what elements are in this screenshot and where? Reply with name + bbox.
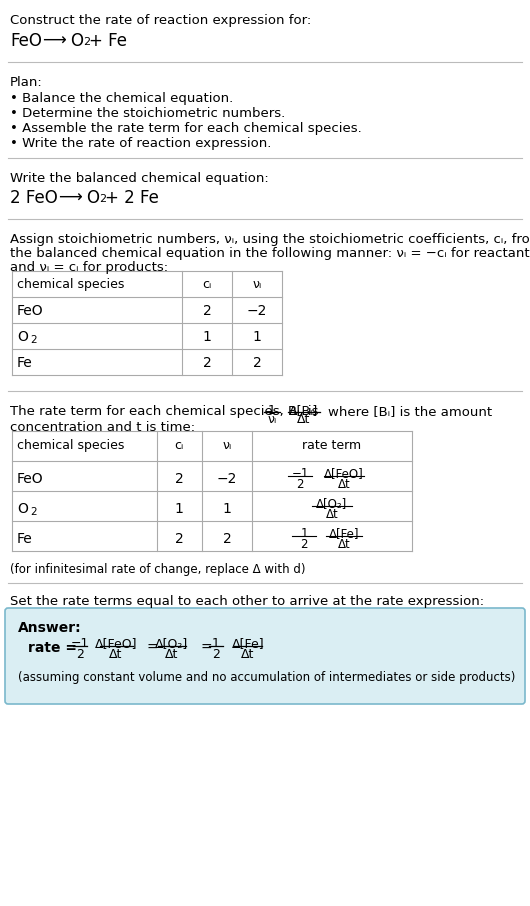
Text: where [Bᵢ] is the amount: where [Bᵢ] is the amount: [328, 405, 492, 418]
Text: −2: −2: [217, 472, 237, 486]
Text: 1: 1: [301, 527, 308, 540]
Text: =: =: [146, 641, 157, 655]
Text: Plan:: Plan:: [10, 76, 43, 89]
Text: chemical species: chemical species: [17, 439, 125, 452]
Text: Set the rate terms equal to each other to arrive at the rate expression:: Set the rate terms equal to each other t…: [10, 595, 484, 608]
Text: 2: 2: [99, 194, 106, 204]
Text: Δt: Δt: [297, 413, 311, 426]
Text: 2: 2: [30, 335, 37, 345]
Text: Construct the rate of reaction expression for:: Construct the rate of reaction expressio…: [10, 14, 311, 27]
Text: O: O: [86, 189, 99, 207]
Text: cᵢ: cᵢ: [174, 439, 183, 452]
Text: 1: 1: [174, 502, 183, 516]
Text: 2: 2: [83, 37, 90, 47]
Text: ⟶: ⟶: [58, 189, 82, 207]
Text: −1: −1: [71, 637, 89, 650]
Text: Assign stoichiometric numbers, νᵢ, using the stoichiometric coefficients, cᵢ, fr: Assign stoichiometric numbers, νᵢ, using…: [10, 233, 530, 246]
Text: Δ[FeO]: Δ[FeO]: [324, 467, 364, 480]
Text: 2: 2: [212, 648, 220, 661]
Text: Δt: Δt: [109, 648, 122, 661]
Text: =: =: [200, 641, 211, 655]
Text: • Assemble the rate term for each chemical species.: • Assemble the rate term for each chemic…: [10, 122, 362, 135]
Text: • Determine the stoichiometric numbers.: • Determine the stoichiometric numbers.: [10, 107, 285, 120]
Text: rate term: rate term: [303, 439, 361, 452]
Text: FeO: FeO: [17, 472, 43, 486]
Text: O: O: [17, 330, 28, 344]
Text: O: O: [17, 502, 28, 516]
Text: (for infinitesimal rate of change, replace Δ with d): (for infinitesimal rate of change, repla…: [10, 563, 305, 576]
Text: FeO: FeO: [17, 304, 43, 318]
Text: FeO: FeO: [10, 32, 42, 50]
Text: Δ[Fe]: Δ[Fe]: [232, 637, 264, 650]
Text: • Write the rate of reaction expression.: • Write the rate of reaction expression.: [10, 137, 271, 150]
Text: (assuming constant volume and no accumulation of intermediates or side products): (assuming constant volume and no accumul…: [18, 671, 515, 684]
Text: • Balance the chemical equation.: • Balance the chemical equation.: [10, 92, 233, 105]
Text: 1: 1: [202, 330, 211, 344]
Text: Δt: Δt: [325, 508, 338, 521]
Text: 2: 2: [202, 356, 211, 370]
Text: Δ[Fe]: Δ[Fe]: [329, 527, 359, 540]
Text: 1: 1: [212, 637, 220, 650]
Text: 2: 2: [253, 356, 261, 370]
FancyBboxPatch shape: [5, 608, 525, 704]
Text: 2 FeO: 2 FeO: [10, 189, 58, 207]
Text: Δt: Δt: [165, 648, 179, 661]
Text: concentration and t is time:: concentration and t is time:: [10, 421, 195, 434]
Text: Fe: Fe: [17, 532, 33, 546]
Text: + Fe: + Fe: [89, 32, 127, 50]
Text: Δt: Δt: [241, 648, 255, 661]
Text: 2: 2: [174, 532, 183, 546]
Text: νᵢ: νᵢ: [252, 278, 262, 291]
Text: 2: 2: [30, 507, 37, 517]
Text: Δ[Bᵢ]: Δ[Bᵢ]: [289, 404, 319, 417]
Text: 2: 2: [76, 648, 84, 661]
Text: The rate term for each chemical species, Bᵢ, is: The rate term for each chemical species,…: [10, 405, 319, 418]
Text: + 2 Fe: + 2 Fe: [105, 189, 159, 207]
Text: Δ[O₂]: Δ[O₂]: [316, 497, 348, 510]
Text: ⟶: ⟶: [42, 32, 66, 50]
Text: Write the balanced chemical equation:: Write the balanced chemical equation:: [10, 172, 269, 185]
Text: Fe: Fe: [17, 356, 33, 370]
Text: Δ[FeO]: Δ[FeO]: [95, 637, 137, 650]
Text: O: O: [70, 32, 83, 50]
Text: 2: 2: [301, 538, 308, 551]
Text: 2: 2: [223, 532, 232, 546]
Text: chemical species: chemical species: [17, 278, 125, 291]
Text: Δt: Δt: [338, 538, 350, 551]
Text: 2: 2: [296, 478, 304, 491]
Text: νᵢ: νᵢ: [223, 439, 232, 452]
Text: 1: 1: [253, 330, 261, 344]
Text: Δ[O₂]: Δ[O₂]: [155, 637, 189, 650]
Text: the balanced chemical equation in the following manner: νᵢ = −cᵢ for reactants: the balanced chemical equation in the fo…: [10, 247, 530, 260]
Text: rate =: rate =: [28, 641, 82, 655]
Text: 2: 2: [202, 304, 211, 318]
Text: −2: −2: [247, 304, 267, 318]
Text: cᵢ: cᵢ: [202, 278, 211, 291]
Text: 1: 1: [268, 404, 276, 417]
Text: and νᵢ = cᵢ for products:: and νᵢ = cᵢ for products:: [10, 261, 168, 274]
Text: νᵢ: νᵢ: [267, 413, 277, 426]
Text: Δt: Δt: [338, 478, 350, 491]
Text: Answer:: Answer:: [18, 621, 82, 635]
Text: 1: 1: [223, 502, 232, 516]
Text: −1: −1: [292, 467, 308, 480]
Text: 2: 2: [174, 472, 183, 486]
